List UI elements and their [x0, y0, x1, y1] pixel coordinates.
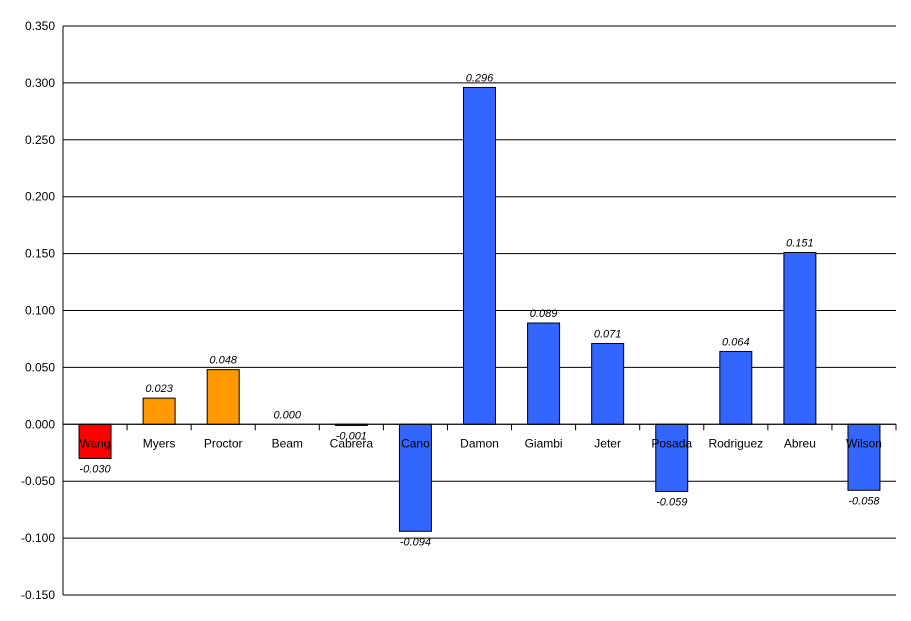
category-label: Wilson	[846, 436, 882, 450]
category-label: Beam	[272, 436, 303, 450]
data-label: -0.058	[848, 495, 880, 507]
category-label: Jeter	[594, 436, 621, 450]
y-tick-label: 0.150	[25, 247, 55, 261]
category-label: Abreu	[784, 436, 816, 450]
y-tick-label: 0.250	[25, 133, 55, 147]
y-tick-label: -0.050	[21, 474, 55, 488]
y-tick-label: -0.100	[21, 531, 55, 545]
data-label: 0.089	[530, 308, 558, 320]
data-label: 0.064	[722, 336, 750, 348]
axes	[62, 26, 897, 595]
category-label: Cano	[401, 436, 430, 450]
bar	[206, 369, 240, 425]
bar	[591, 343, 625, 425]
category-label: Rodriguez	[708, 436, 763, 450]
data-label: 0.071	[594, 329, 622, 341]
data-label: -0.030	[79, 463, 111, 475]
bar	[847, 423, 881, 491]
category-labels: Wang Myers Proctor Beam Cabrera Cano Damon Giam…	[80, 436, 882, 450]
y-tick-label: 0.300	[25, 76, 55, 90]
category-label: Giambi	[525, 436, 563, 450]
bars	[78, 86, 881, 532]
bar	[463, 86, 496, 425]
data-label: 0.000	[274, 409, 302, 421]
category-label: Cabrera	[330, 436, 374, 450]
category-label: Posada	[651, 436, 692, 450]
data-label: 0.048	[209, 355, 237, 367]
bar	[527, 322, 561, 425]
y-tick-label: 0.050	[25, 360, 55, 374]
bar	[655, 423, 689, 492]
data-label: 0.151	[786, 237, 814, 249]
y-tick-label: 0.350	[25, 19, 55, 33]
bar	[78, 423, 112, 459]
y-tick-label: 0.100	[25, 304, 55, 318]
y-tick-label: -0.150	[21, 588, 55, 602]
y-axis-tick-labels: 0.350 0.300 0.250 0.200 0.150 0.100 0.050 0.000…	[21, 19, 55, 602]
bar	[398, 423, 432, 532]
y-tick-label: 0.000	[25, 417, 55, 431]
data-label: -0.094	[400, 536, 431, 548]
data-label: 0.023	[145, 383, 173, 395]
category-label: Wang	[80, 436, 111, 450]
bar	[719, 350, 753, 425]
data-label: -0.059	[656, 496, 687, 508]
data-label: 0.296	[466, 72, 494, 84]
bar	[142, 397, 176, 425]
category-label: Myers	[143, 436, 176, 450]
category-label: Proctor	[204, 436, 243, 450]
y-tick-label: 0.200	[25, 190, 55, 204]
category-label: Damon	[460, 436, 499, 450]
data-labels: -0.030 0.023 0.048 0.000 -0.001 -0.094 0.296 0.…	[79, 72, 880, 548]
bar	[783, 251, 817, 425]
data-label: -0.001	[336, 430, 367, 442]
